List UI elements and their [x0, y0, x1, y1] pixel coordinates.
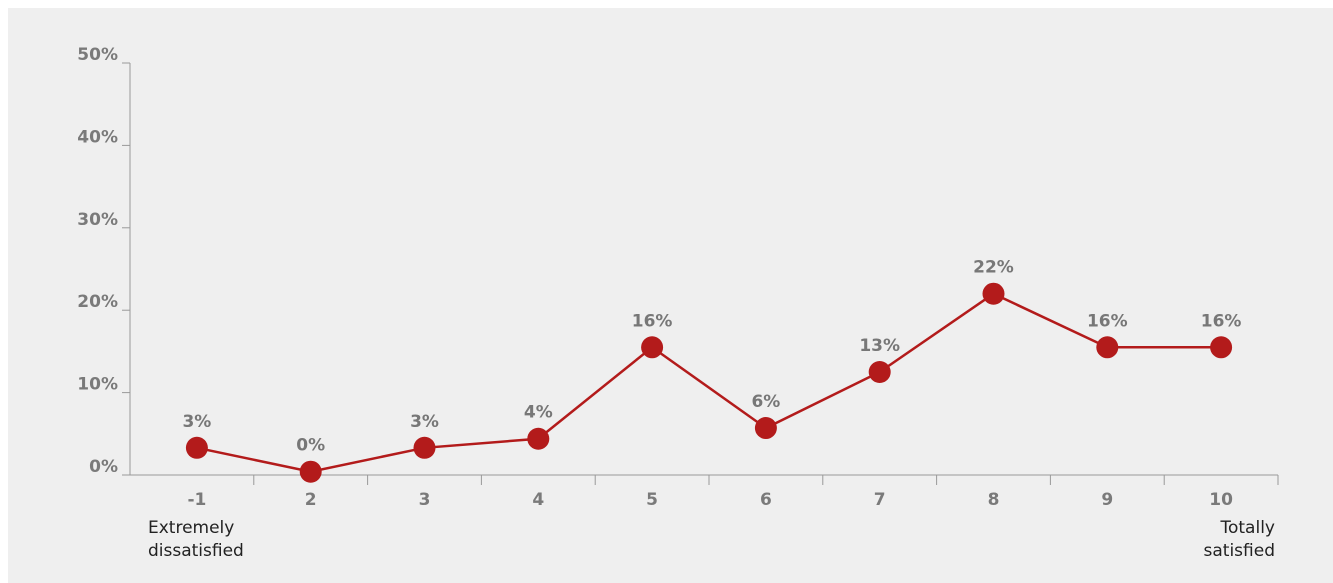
x-tick-label: 7 — [874, 490, 886, 510]
data-label: 6% — [751, 392, 780, 412]
x-tick-label: -1 — [187, 490, 206, 510]
x-tick-label: 3 — [419, 490, 431, 510]
x-tick-label: 6 — [760, 490, 772, 510]
data-label: 16% — [632, 311, 673, 331]
x-tick-label: 2 — [305, 490, 317, 510]
data-label: 4% — [524, 403, 553, 423]
y-tick-label: 20% — [77, 292, 118, 312]
y-tick-label: 30% — [77, 210, 118, 230]
y-tick-label: 50% — [77, 45, 118, 65]
data-label: 13% — [859, 336, 900, 356]
point — [185, 436, 208, 459]
y-tick-label: 10% — [77, 375, 118, 395]
point — [868, 361, 891, 383]
line — [196, 292, 1222, 473]
y-tick-label: 0% — [89, 457, 118, 477]
chart-background — [8, 8, 1333, 583]
x-tick-label: 8 — [988, 490, 1000, 510]
annotation: Extremely dissatisfied — [148, 518, 244, 561]
point — [982, 282, 1005, 305]
x-tick-label: 10 — [1209, 490, 1233, 510]
point — [641, 336, 664, 359]
point — [413, 436, 436, 459]
y-tick-label: 40% — [77, 127, 118, 147]
data-label: 3% — [410, 412, 439, 432]
x-tick-label: 5 — [646, 490, 658, 510]
x-tick-label: 4 — [532, 490, 544, 510]
data-label: 0% — [296, 436, 325, 456]
point — [1096, 336, 1119, 359]
data-label: 22% — [973, 258, 1014, 278]
point — [527, 427, 550, 450]
x-tick-label: 9 — [1101, 490, 1113, 510]
data-label: 16% — [1201, 311, 1242, 331]
point — [299, 460, 322, 483]
point — [1210, 336, 1233, 359]
point — [754, 417, 777, 440]
data-label: 16% — [1087, 311, 1128, 331]
data-label: 3% — [182, 412, 211, 432]
annotation: Totally satisfied — [1203, 518, 1275, 561]
